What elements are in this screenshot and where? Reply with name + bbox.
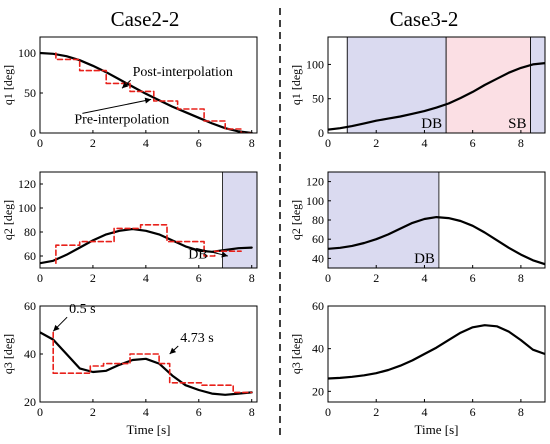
case2-2-q2-region-db (222, 171, 258, 269)
case2-2-q1-annotation-arrowhead (122, 81, 129, 89)
case3-2-title: Case3-2 (390, 7, 459, 31)
case2-2-q1-xtick-label: 6 (196, 136, 202, 150)
case2-2-q1-pre-interpolation-line (55, 52, 253, 133)
case3-2-q1-axes-frame (327, 36, 546, 134)
case2-2-q1-ytick-label: 50 (24, 86, 36, 100)
case3-2-q3-ytick-label: 40 (312, 342, 324, 356)
case3-2-q3-ytick-label: 20 (312, 384, 324, 398)
case3-2-q2-region-label-db: DB (414, 251, 435, 267)
case3-2-q3-ytick-label: 60 (312, 299, 324, 313)
case3-2-q2-ytick-label: 120 (306, 175, 324, 189)
case3-2-q1-ytick-label: 0 (318, 126, 324, 140)
case3-2-q3-axes-frame (327, 305, 546, 403)
case2-2-q3-xtick-label: 8 (249, 405, 255, 419)
case2-2-q1-annotation-arrowhead (144, 97, 152, 104)
case3-2-q2-xtick-label: 2 (373, 271, 379, 285)
case3-2-q2-ytick-label: 40 (312, 251, 324, 265)
case2-2-q3-annotation-arrowhead (53, 324, 60, 332)
case3-2-q1-ylabel: q1 [deg] (289, 65, 303, 105)
case2-2-q2-ytick-label: 80 (24, 225, 36, 239)
case2-2-q3-post-interpolation-line (40, 331, 253, 396)
case3-2-q3-post-interpolation-line (328, 324, 545, 380)
case3-2-q1-xtick-label: 4 (421, 136, 427, 150)
case3-2-q1-region-blank (327, 36, 348, 134)
case2-2-q2-ylabel: q2 [deg] (1, 200, 15, 240)
case2-2-q2-ytick-label: 100 (18, 201, 36, 215)
case2-2-q1-ylabel: q1 [deg] (1, 65, 15, 105)
case3-2-q3-xtick-label: 2 (373, 405, 379, 419)
case2-2-q2-ytick-label: 120 (18, 177, 36, 191)
case2-2-q2-xtick-label: 4 (143, 271, 149, 285)
case2-2-q1-xtick-label: 4 (143, 136, 149, 150)
case2-2-q1-annotation: Post-interpolation (133, 65, 233, 80)
case2-2-q1-xtick-label: 0 (37, 136, 43, 150)
case2-2-q1-annotation: Pre-interpolation (74, 112, 169, 127)
case2-2-q1-axes-frame (39, 36, 258, 134)
case3-2-q2-ytick-label: 80 (312, 213, 324, 227)
case3-2-q2-xtick-label: 0 (325, 271, 331, 285)
case2-2-q3-ytick-label: 20 (24, 395, 36, 409)
case3-2-q1-xtick-label: 2 (373, 136, 379, 150)
case2-2-q1-xtick-label: 8 (249, 136, 255, 150)
case2-2-q2-ytick-label: 60 (24, 249, 36, 263)
case2-2-q2-axes-frame (39, 171, 258, 269)
case3-2-q3-xtick-label: 0 (325, 405, 331, 419)
case3-2-q3-xtick-label: 8 (518, 405, 524, 419)
case2-2-q3-ylabel: q3 [deg] (1, 334, 15, 374)
case2-2-q2-xtick-label: 0 (37, 271, 43, 285)
case2-2-title: Case2-2 (111, 7, 180, 31)
case2-2-q3-xlabel: Time [s] (127, 422, 171, 437)
case3-2-q2-xtick-label: 8 (518, 271, 524, 285)
case2-2-q2-annotation: DB (188, 247, 207, 262)
case3-2-q3-ylabel: q3 [deg] (289, 334, 303, 374)
case3-2-q2-xtick-label: 6 (470, 271, 476, 285)
case3-2-q2-ylabel: q2 [deg] (289, 200, 303, 240)
case2-2-q3-pre-interpolation-line (52, 331, 253, 394)
case3-2-q2-ytick-label: 60 (312, 232, 324, 246)
case2-2-q3-annotation: 4.73 s (180, 331, 213, 346)
case3-2-q1-region-label-db: DB (421, 116, 442, 132)
case3-2-q1-xtick-label: 6 (470, 136, 476, 150)
case2-2-q1-ytick-label: 0 (30, 126, 36, 140)
case2-2-q2-xtick-label: 8 (249, 271, 255, 285)
case3-2-q3-xtick-label: 4 (421, 405, 427, 419)
case3-2-q1-region-label-sb: SB (508, 116, 526, 132)
case3-2-q1-post-interpolation-line (328, 61, 545, 131)
case3-2-q1-xtick-label: 0 (325, 136, 331, 150)
case2-2-q2-annotation-arrowhead (221, 251, 228, 258)
case2-2-q3-annotation-arrowhead (169, 347, 177, 354)
case2-2-q3-annotation: 0.5 s (69, 302, 95, 317)
case3-2-q1-xtick-label: 8 (518, 136, 524, 150)
case2-2-q1-annotation-arrow (82, 98, 152, 114)
case2-2-q2-pre-interpolation-line (55, 224, 242, 265)
case3-2-q3-xtick-label: 6 (470, 405, 476, 419)
case3-2-q1-ytick-label: 50 (312, 92, 324, 106)
case2-2-q3-xtick-label: 4 (143, 405, 149, 419)
case2-2-q3-xtick-label: 6 (196, 405, 202, 419)
case2-2-q3-ytick-label: 60 (24, 299, 36, 313)
case2-2-q3-xtick-label: 2 (90, 405, 96, 419)
case2-2-q1-xtick-label: 2 (90, 136, 96, 150)
case3-2-q1-ytick-label: 100 (306, 57, 324, 71)
case3-2-q2-ytick-label: 100 (306, 194, 324, 208)
case3-2-q2-xtick-label: 4 (421, 271, 427, 285)
case3-2-q1-region-db (530, 36, 546, 134)
case2-2-q3-xtick-label: 0 (37, 405, 43, 419)
case2-2-q2-xtick-label: 2 (90, 271, 96, 285)
case2-2-q2-post-interpolation-line (40, 227, 253, 265)
case2-2-q1-ytick-label: 100 (18, 46, 36, 60)
case3-2-q3-xlabel: Time [s] (415, 422, 459, 437)
case2-2-q3-panel: 0 2 4 6 8 20 40 60 q3 [deg] Time [s] 0.5 s 4.73 s (1, 299, 258, 437)
case3-2-q2-post-interpolation-line (328, 216, 545, 266)
case2-2-q2-xtick-label: 6 (196, 271, 202, 285)
case2-2-q3-ytick-label: 40 (24, 347, 36, 361)
case3-2-q3-panel: 0 2 4 6 8 20 40 60 q3 [deg] Time [s] (289, 299, 546, 437)
